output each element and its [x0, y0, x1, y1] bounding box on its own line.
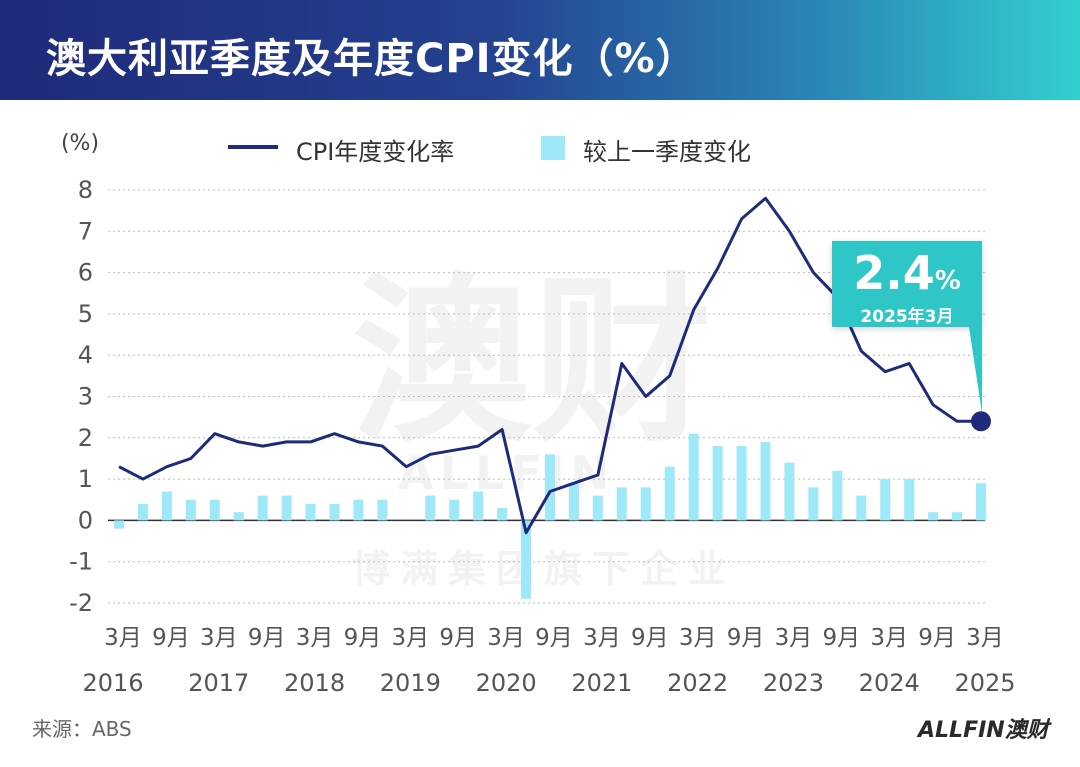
x-tick-month: 9月 [248, 625, 286, 651]
y-tick-label: -1 [69, 548, 93, 576]
quarterly-change-bar [568, 483, 579, 521]
x-tick-month: 3月 [679, 625, 717, 651]
y-axis-label: (%) [61, 131, 99, 156]
x-tick-month: 3月 [966, 625, 1004, 651]
quarterly-change-bar [736, 446, 747, 521]
y-tick-label: 6 [78, 259, 93, 287]
x-tick-month: 3月 [775, 625, 813, 651]
quarterly-change-bar [952, 512, 963, 521]
watermark-main: 澳财 [352, 258, 713, 467]
quarterly-change-bar [209, 499, 220, 521]
x-tick-year: 2024 [859, 669, 920, 697]
x-tick-year: 2023 [763, 669, 824, 697]
callout-pointer [969, 327, 982, 413]
x-tick-month: 3月 [487, 625, 525, 651]
x-tick-month: 3月 [583, 625, 621, 651]
y-tick-label: -2 [69, 589, 93, 617]
x-tick-year: 2019 [380, 669, 441, 697]
y-tick-label: 2 [78, 424, 93, 452]
x-tick-month: 9月 [439, 625, 477, 651]
source-note: 来源：ABS [32, 717, 132, 741]
quarterly-change-bar [640, 487, 651, 521]
quarterly-change-bar [137, 503, 148, 521]
legend-line-swatch [228, 145, 278, 149]
quarterly-change-bar [760, 441, 771, 521]
x-tick-year: 2022 [667, 669, 728, 697]
x-tick-month: 3月 [870, 625, 908, 651]
quarterly-change-bar [545, 454, 555, 521]
x-tick-month: 3月 [104, 625, 142, 651]
x-tick-year: 2021 [571, 669, 632, 697]
legend-bar-swatch [541, 136, 565, 160]
brand-logo: ALLFIN澳财 [918, 718, 1049, 743]
quarterly-change-bar [497, 508, 508, 521]
quarterly-change-bar [161, 491, 172, 521]
x-tick-year: 2016 [82, 669, 143, 697]
quarterly-change-bar [449, 499, 460, 521]
y-tick-label: 8 [78, 176, 93, 204]
x-tick-month: 3月 [200, 625, 238, 651]
quarterly-change-bar [281, 495, 292, 521]
quarterly-change-bar [521, 520, 532, 599]
quarterly-change-bar [425, 495, 436, 521]
y-tick-label: 3 [78, 383, 93, 411]
x-tick-month: 9月 [823, 625, 861, 651]
x-tick-year: 2020 [476, 669, 537, 697]
quarterly-change-bar [353, 499, 364, 521]
quarterly-change-bar [664, 466, 675, 521]
quarterly-change-bar [856, 495, 867, 521]
callout-value: 2.4 [853, 246, 935, 300]
quarterly-change-bar [305, 503, 316, 521]
quarterly-change-bar [712, 446, 723, 521]
quarterly-change-bar [233, 512, 244, 521]
x-tick-month: 3月 [392, 625, 430, 651]
quarterly-change-bar [329, 503, 340, 521]
latest-value-callout: 2.4% 2025年3月 [832, 241, 982, 327]
quarterly-change-bar [808, 487, 819, 521]
x-tick-month: 9月 [535, 625, 573, 651]
y-tick-label: 7 [78, 217, 93, 245]
quarterly-change-bar [832, 470, 843, 521]
quarterly-change-bar [377, 499, 388, 521]
quarterly-change-bar [976, 483, 986, 521]
y-tick-label: 4 [78, 341, 93, 369]
quarterly-change-bar [592, 495, 603, 521]
x-tick-month: 9月 [152, 625, 190, 651]
callout-date: 2025年3月 [860, 307, 954, 327]
callout-unit: % [934, 266, 961, 296]
x-tick-year: 2017 [188, 669, 249, 697]
legend-line-label: CPI年度变化率 [296, 138, 455, 166]
quarterly-change-bar [114, 520, 124, 529]
y-tick-label: 0 [78, 506, 93, 534]
x-tick-month: 9月 [918, 625, 956, 651]
y-tick-label: 1 [78, 465, 93, 493]
quarterly-change-bar [185, 499, 196, 521]
quarterly-change-bar [928, 512, 939, 521]
x-tick-month: 3月 [296, 625, 334, 651]
latest-point-marker [971, 411, 991, 432]
quarterly-change-bar [880, 479, 891, 521]
y-tick-label: 5 [78, 300, 93, 328]
quarterly-change-bar [473, 491, 484, 521]
page-title: 澳大利亚季度及年度CPI变化（%） [46, 36, 697, 82]
header-banner: 澳大利亚季度及年度CPI变化（%） [0, 0, 1080, 100]
quarterly-change-bar [784, 462, 795, 521]
legend-bar-label: 较上一季度变化 [583, 138, 751, 166]
x-tick-month: 9月 [344, 625, 382, 651]
quarterly-change-bar [616, 487, 627, 521]
quarterly-change-bar [688, 433, 699, 521]
x-tick-year: 2025 [954, 669, 1015, 697]
x-tick-month: 9月 [631, 625, 669, 651]
callout-value-line: 2.4% [832, 247, 982, 307]
x-tick-year: 2018 [284, 669, 345, 697]
x-tick-month: 9月 [727, 625, 765, 651]
watermark-sub: 博满集团旗下企业 [352, 547, 737, 591]
quarterly-change-bar [904, 479, 915, 521]
quarterly-change-bar [257, 495, 268, 521]
